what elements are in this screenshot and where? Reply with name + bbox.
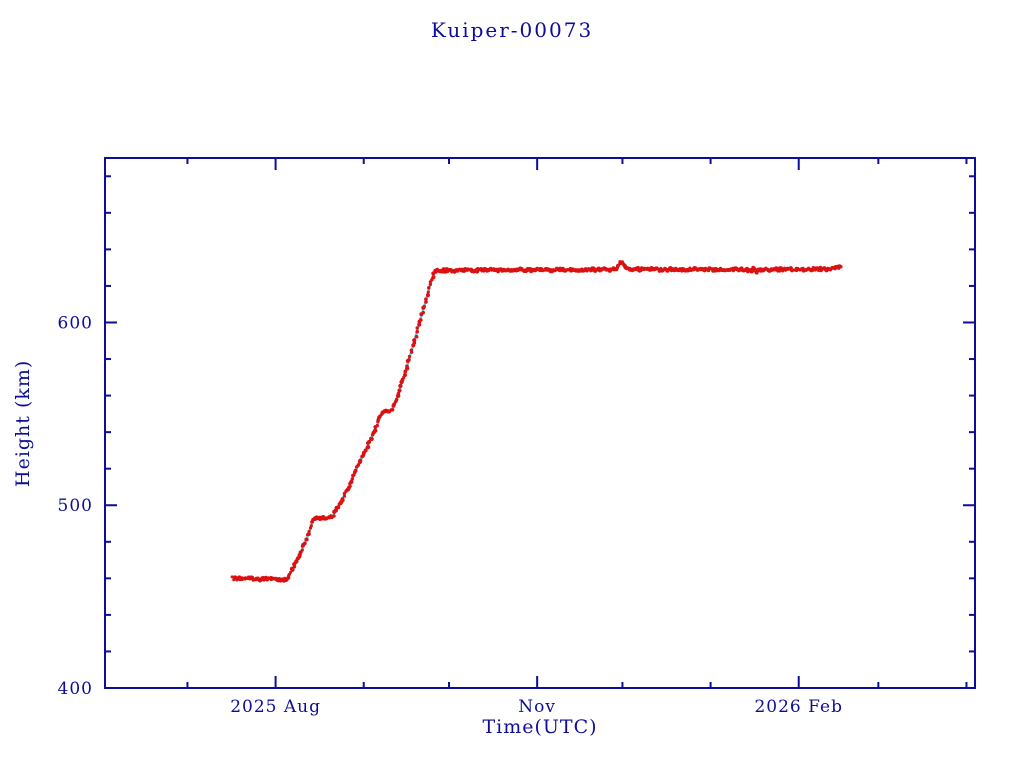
x-tick-label: Nov [518, 697, 556, 717]
y-tick-label: 500 [58, 496, 93, 516]
chart-title: Kuiper-00073 [430, 18, 594, 42]
y-tick-label: 600 [58, 313, 93, 333]
x-tick-label: 2026 Feb [754, 697, 842, 717]
plot-frame [104, 157, 976, 689]
model-track-line [232, 260, 842, 582]
x-axis-label: Time(UTC) [482, 716, 598, 738]
y-tick-label: 400 [58, 679, 93, 699]
measured-points [230, 260, 843, 583]
x-tick-label: 2025 Aug [230, 697, 321, 717]
